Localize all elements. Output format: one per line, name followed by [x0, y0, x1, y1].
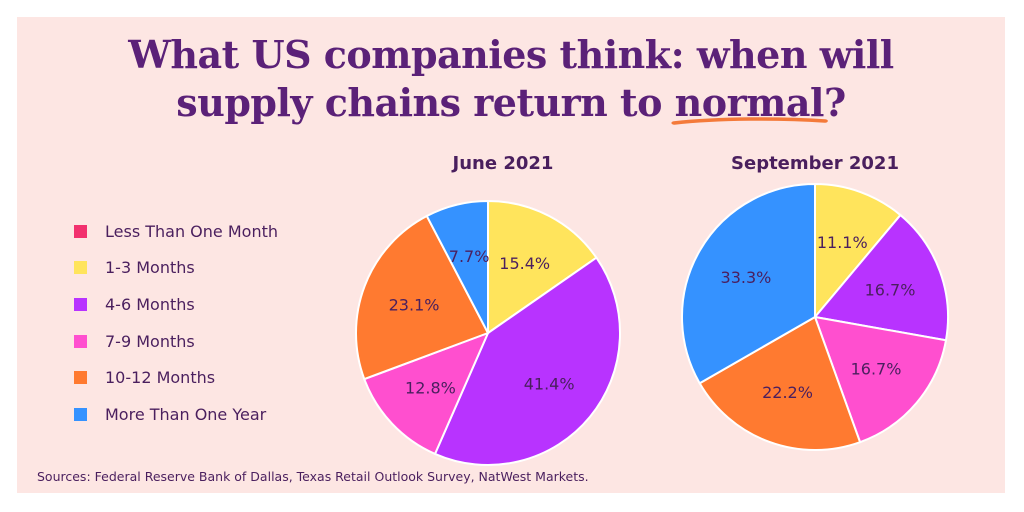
pie-slice-label: 41.4% — [524, 374, 575, 393]
legend-swatch — [74, 297, 87, 311]
pie-slice — [813, 213, 949, 342]
pie-slice-label: 33.3% — [721, 268, 772, 287]
legend: Less Than One Month 1-3 Months 4-6 Months 7… — [74, 213, 278, 433]
legend-label: 4-6 Months — [105, 294, 195, 314]
legend-label: 10-12 Months — [105, 368, 216, 388]
legend-label: 7-9 Months — [105, 331, 195, 351]
pie-slice — [813, 315, 948, 444]
pie-slice — [487, 199, 598, 335]
source-note: Sources: Federal Reserve Bank of Dallas,… — [37, 469, 589, 484]
legend-item: 4-6 Months — [74, 286, 278, 323]
underline-swoosh — [671, 117, 828, 125]
legend-swatch — [74, 371, 87, 385]
pie-slice-label: 23.1% — [389, 296, 440, 315]
title-line-2: supply chains return to normal? — [17, 79, 1005, 127]
pie-slice — [363, 331, 490, 456]
legend-item: 7-9 Months — [74, 323, 278, 360]
legend-item: More Than One Year — [74, 396, 278, 433]
legend-label: Less Than One Month — [105, 221, 278, 241]
legend-item: 10-12 Months — [74, 359, 278, 396]
legend-item: Less Than One Month — [74, 213, 278, 250]
title-question-mark: ? — [823, 80, 846, 125]
chart-title-june: June 2021 — [452, 153, 554, 174]
title-line-2-text: supply chains return to — [176, 80, 675, 125]
title-line-1: What US companies think: when will — [128, 32, 894, 77]
legend-item: 1-3 Months — [74, 250, 278, 287]
legend-swatch — [74, 334, 87, 348]
pie-slice-label: 16.7% — [851, 359, 902, 378]
infographic-card: What US companies think: when will suppl… — [17, 17, 1005, 493]
page-title: What US companies think: when will suppl… — [17, 31, 1005, 127]
pie-charts: 15.4% 41.4% 12.8% 23.1% 7.7% 11.1% 16.7% 16.7% 2… — [355, 182, 949, 466]
legend-swatch — [74, 407, 87, 421]
pie-slice — [355, 214, 490, 381]
pie-slice-label: 11.1% — [817, 233, 868, 252]
pie-slice — [698, 315, 862, 451]
chart-title-september: September 2021 — [731, 153, 899, 174]
pie-slice — [681, 182, 816, 385]
pie-slice-label: 16.7% — [865, 281, 916, 300]
legend-swatch — [74, 261, 87, 275]
legend-swatch — [74, 224, 87, 238]
pie-slice — [425, 199, 489, 334]
legend-label: 1-3 Months — [105, 258, 195, 278]
pie-slice-label: 22.2% — [762, 383, 813, 402]
pie-slice-label: 7.7% — [449, 247, 490, 266]
pie-slice — [814, 182, 902, 320]
pie-slice — [433, 256, 621, 466]
title-highlight: normal — [671, 79, 828, 127]
pie-slice-label: 15.4% — [499, 254, 550, 273]
pie-slice-label: 12.8% — [405, 378, 456, 397]
legend-label: More Than One Year — [105, 404, 267, 424]
